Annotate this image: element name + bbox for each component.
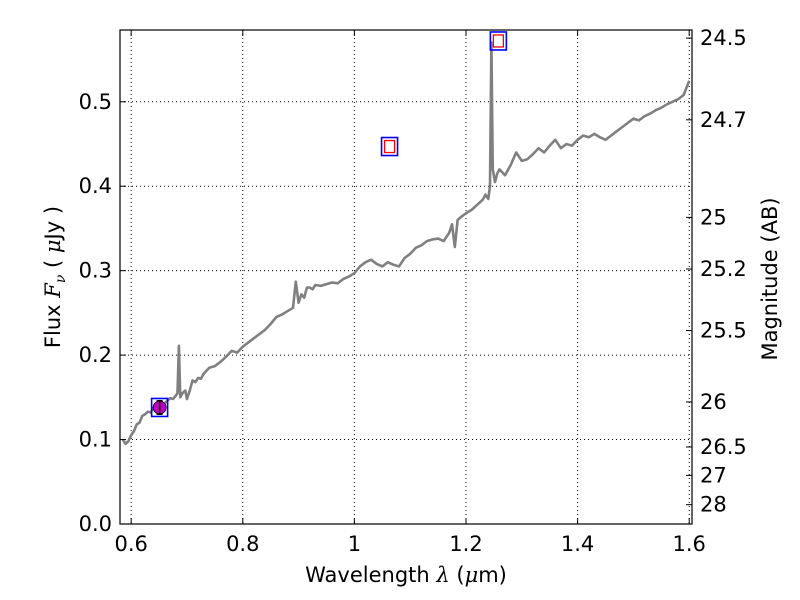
tick-layer: 0.6 0.8 1 1.2 1.4 1.6 0.0 0.1 0.2 0.3 0.4 0.5 24.5 24… (79, 26, 747, 556)
y2-axis-label: Magnitude (AB) (758, 197, 782, 360)
x-axis-label-prefix: Wavelength (305, 563, 436, 587)
series-layer (121, 31, 691, 446)
y-axis-label-unit-mu: μ (41, 239, 65, 253)
plot-border (119, 29, 693, 525)
y-axis-label: Flux Fν ( μJy ) (41, 206, 69, 348)
y2-tick-label: 25 (700, 205, 727, 229)
x-axis-label-var: λ (435, 563, 449, 587)
y2-tick-label: 24.5 (700, 26, 747, 50)
model-box (383, 139, 396, 154)
plot-frame (119, 29, 693, 525)
x-tick-label: 0.6 (114, 532, 147, 556)
photometry-box (380, 136, 399, 157)
x-axis-label-unit-open: ( (450, 563, 465, 587)
y2-tick-label: 25.2 (700, 257, 747, 281)
model-box (492, 34, 505, 48)
y-tick-label: 0.2 (79, 343, 112, 367)
spectrum-line (121, 41, 691, 446)
y-tick-label: 0.5 (79, 90, 112, 114)
y-tick-label: 0.0 (79, 512, 112, 536)
y2-tick-label: 28 (700, 493, 727, 517)
y2-tick-label: 25.5 (700, 319, 747, 343)
y-tick-label: 0.1 (79, 428, 112, 452)
y-axis-label-sub: ν (53, 274, 69, 283)
x-tick-label: 1.6 (673, 532, 706, 556)
photometry-box (150, 397, 169, 418)
y2-tick-label: 26 (700, 390, 727, 414)
y2-tick-label: 24.7 (700, 108, 747, 132)
x-tick-label: 1 (348, 532, 361, 556)
y-tick-label: 0.4 (79, 174, 112, 198)
y-tick-label: 0.3 (79, 259, 112, 283)
x-axis-label-unit-close: m) (478, 563, 507, 587)
y-axis-label-var: F (41, 282, 65, 299)
x-tick-label: 1.2 (449, 532, 482, 556)
x-tick-label: 0.8 (226, 532, 259, 556)
x-tick-label: 1.4 (561, 532, 594, 556)
x-axis-label: Wavelength λ (μm) (305, 563, 507, 587)
grid (120, 30, 692, 524)
y-axis-label-unit-close: Jy ) (41, 206, 65, 242)
y2-tick-label: 26.5 (700, 435, 747, 459)
y-axis-label-unit-open: ( (41, 253, 65, 275)
x-axis-label-unit-mu: μ (465, 563, 479, 587)
y2-tick-label: 27 (700, 463, 727, 487)
photometry-box (489, 31, 508, 51)
y-axis-label-prefix: Flux (41, 298, 65, 348)
